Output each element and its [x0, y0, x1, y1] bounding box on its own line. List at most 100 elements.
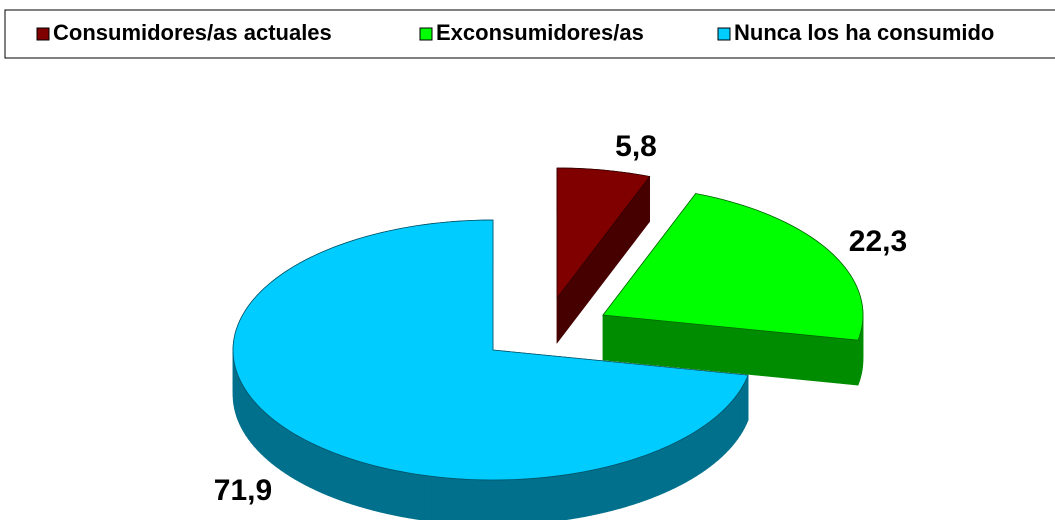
slice-side — [737, 389, 741, 440]
slice-side — [394, 469, 402, 518]
slice-side — [284, 427, 290, 477]
slice-side — [639, 454, 647, 503]
slice-side — [386, 468, 395, 516]
slice-side — [339, 454, 347, 503]
slice-side — [515, 478, 525, 520]
slice-side — [685, 433, 692, 483]
slice-side — [713, 414, 719, 465]
slice-side — [531, 477, 540, 520]
slice-side — [321, 447, 329, 496]
slice-side — [619, 461, 627, 509]
slice-side — [477, 479, 486, 520]
slice-side — [584, 469, 592, 518]
slice-side — [461, 478, 470, 520]
slice-side — [289, 430, 295, 480]
slice-side — [275, 421, 281, 471]
slice-side — [632, 457, 640, 505]
slice-side — [327, 449, 335, 499]
slice-side — [416, 473, 425, 520]
data-label: 22,3 — [849, 225, 907, 258]
slice-side — [304, 439, 311, 489]
slice-side — [271, 417, 277, 468]
slice-side — [742, 382, 745, 432]
slice-side — [263, 410, 269, 461]
slice-side — [539, 476, 548, 520]
slice-side — [508, 479, 517, 520]
slice — [232, 219, 749, 520]
data-label: 71,9 — [214, 474, 272, 507]
slice-side — [469, 479, 478, 520]
slice-side — [690, 430, 697, 480]
slice-side — [651, 449, 659, 499]
slice-side — [717, 410, 723, 461]
legend-swatch — [717, 27, 731, 41]
slice-side — [695, 427, 702, 477]
slice-side — [453, 478, 463, 520]
slice — [556, 167, 651, 344]
slice-side — [663, 444, 671, 494]
slice-side — [379, 466, 388, 515]
slice-side — [423, 474, 432, 520]
slice-side — [260, 407, 265, 458]
legend-label: Nunca los ha consumido — [734, 20, 994, 45]
slice-side — [346, 456, 354, 505]
slice-side — [359, 461, 367, 509]
slice-side — [731, 396, 736, 447]
legend-swatch — [36, 27, 50, 41]
slice-side — [310, 442, 317, 491]
slice-side — [669, 442, 676, 491]
slice-side — [675, 439, 682, 489]
slice-top — [556, 167, 651, 300]
slice-side — [721, 407, 726, 458]
legend-label: Exconsumidores/as — [436, 20, 644, 45]
slice-side — [725, 403, 730, 454]
slice-side — [250, 396, 255, 447]
slice-side — [372, 464, 381, 513]
slice-side — [598, 466, 607, 515]
slice-top — [232, 219, 749, 481]
slice-side — [605, 465, 614, 513]
slice — [602, 192, 864, 386]
slice-side — [645, 452, 653, 501]
slice-side — [294, 433, 301, 483]
slice-side — [734, 392, 739, 444]
data-label: 5,8 — [615, 130, 657, 163]
slice-side — [315, 444, 323, 494]
slice-side — [446, 477, 455, 520]
legend-label: Consumidores/as actuales — [53, 20, 332, 45]
slice-side — [267, 414, 273, 464]
slice-side — [546, 475, 555, 520]
slice-side — [408, 472, 417, 520]
slice-side — [352, 459, 360, 507]
slice-side — [484, 479, 494, 520]
slice-side — [438, 476, 447, 520]
slice-side — [366, 463, 374, 511]
slice-side — [243, 385, 247, 437]
slice-side — [591, 468, 599, 516]
slice-side — [728, 400, 733, 451]
slice-side — [299, 436, 306, 486]
slice-side — [500, 479, 509, 520]
slice-side — [256, 403, 261, 454]
slice-side — [569, 472, 578, 520]
slice-side — [705, 421, 711, 471]
legend-swatch — [419, 27, 433, 41]
slice-side — [700, 424, 706, 474]
slice-side — [561, 473, 570, 520]
slice-side — [333, 452, 341, 501]
slice-side — [241, 382, 244, 432]
slice-side — [247, 392, 252, 444]
slice-side — [576, 471, 585, 519]
slice-side — [625, 459, 634, 508]
slice-side — [431, 475, 440, 520]
slice-side — [612, 463, 620, 511]
slice-top — [602, 193, 864, 341]
slice-side — [492, 479, 502, 520]
slice-side — [245, 389, 249, 440]
slice-side — [680, 436, 687, 486]
legend-box — [4, 9, 1055, 59]
slice-side — [401, 471, 410, 519]
slice-side — [253, 400, 258, 451]
